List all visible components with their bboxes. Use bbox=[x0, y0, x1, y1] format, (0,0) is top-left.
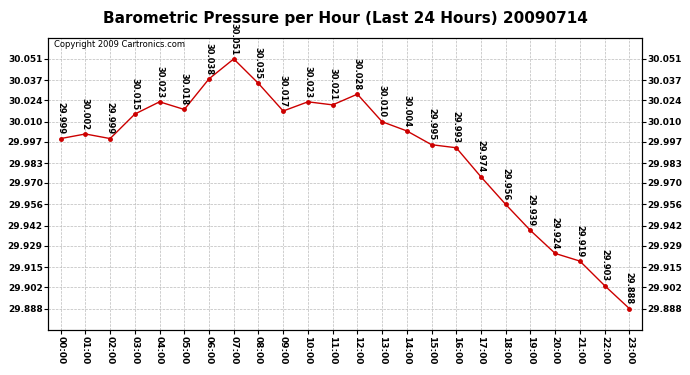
Text: 29.995: 29.995 bbox=[427, 108, 436, 141]
Text: 30.051: 30.051 bbox=[229, 22, 238, 55]
Text: 29.993: 29.993 bbox=[452, 111, 461, 144]
Text: Barometric Pressure per Hour (Last 24 Hours) 20090714: Barometric Pressure per Hour (Last 24 Ho… bbox=[103, 11, 587, 26]
Text: 30.018: 30.018 bbox=[180, 73, 189, 105]
Text: 29.974: 29.974 bbox=[477, 141, 486, 173]
Text: 30.035: 30.035 bbox=[254, 47, 263, 79]
Text: 30.017: 30.017 bbox=[279, 75, 288, 107]
Text: 29.888: 29.888 bbox=[625, 272, 634, 304]
Text: 30.023: 30.023 bbox=[304, 66, 313, 98]
Text: 30.015: 30.015 bbox=[130, 78, 139, 110]
Text: 30.028: 30.028 bbox=[353, 58, 362, 90]
Text: 29.999: 29.999 bbox=[106, 102, 115, 134]
Text: 29.903: 29.903 bbox=[600, 249, 609, 281]
Text: 30.038: 30.038 bbox=[204, 43, 213, 75]
Text: 30.023: 30.023 bbox=[155, 66, 164, 98]
Text: 29.956: 29.956 bbox=[501, 168, 510, 200]
Text: 29.919: 29.919 bbox=[575, 225, 584, 257]
Text: 30.002: 30.002 bbox=[81, 98, 90, 130]
Text: Copyright 2009 Cartronics.com: Copyright 2009 Cartronics.com bbox=[55, 40, 185, 50]
Text: 30.021: 30.021 bbox=[328, 69, 337, 101]
Text: 29.924: 29.924 bbox=[551, 217, 560, 249]
Text: 29.999: 29.999 bbox=[56, 102, 65, 134]
Text: 30.010: 30.010 bbox=[377, 86, 386, 117]
Text: 30.004: 30.004 bbox=[402, 94, 411, 127]
Text: 29.939: 29.939 bbox=[526, 194, 535, 226]
